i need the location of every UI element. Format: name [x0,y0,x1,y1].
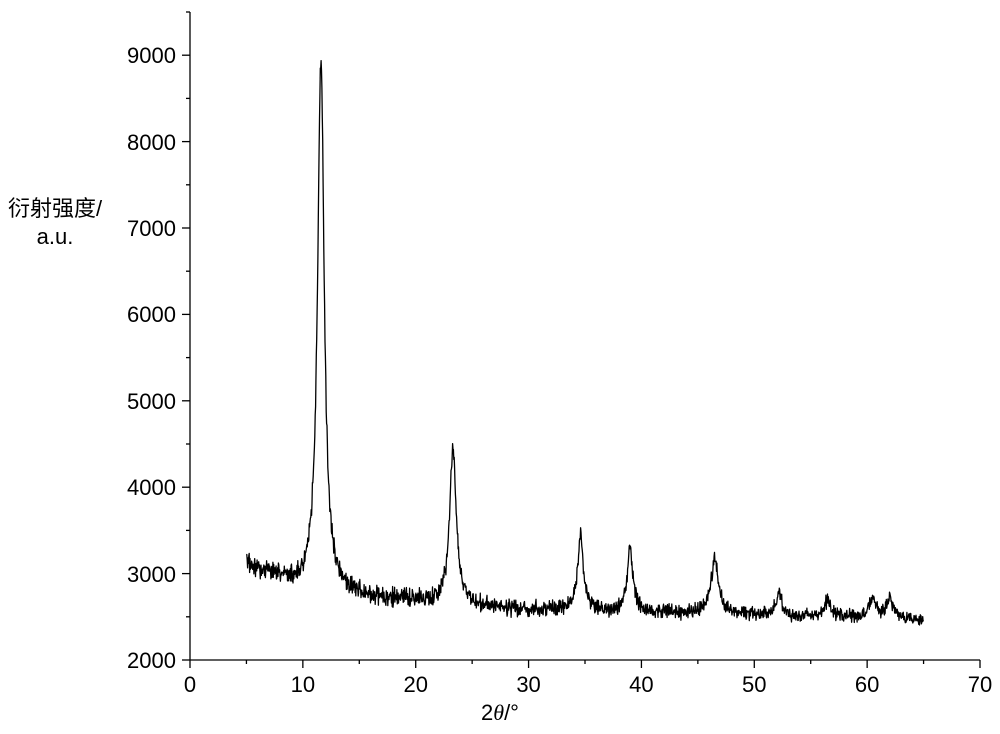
y-tick-label: 8000 [116,130,176,156]
x-tick-label: 0 [170,672,210,698]
y-tick-label: 5000 [116,389,176,415]
y-tick-label: 4000 [116,475,176,501]
y-tick-label: 6000 [116,302,176,328]
xrd-chart: 衍射强度/ a.u. 2θ/° 2000 3000 4000 5000 6000 7000… [0,0,1000,734]
y-axis-label: 衍射强度/ a.u. [0,195,110,250]
x-tick-label: 40 [621,672,661,698]
x-tick-label: 60 [847,672,887,698]
x-tick-label: 70 [960,672,1000,698]
x-tick-label: 50 [734,672,774,698]
y-tick-label: 7000 [116,216,176,242]
x-tick-label: 30 [509,672,549,698]
x-axis-label: 2θ/° [0,700,1000,726]
x-axis-label-theta: θ [493,700,504,725]
x-tick-label: 10 [283,672,323,698]
xrd-trace [246,61,923,625]
x-axis-label-suffix: /° [504,700,519,725]
y-axis-label-line2: a.u. [37,224,74,249]
x-axis-label-prefix: 2 [481,700,493,725]
y-tick-label: 3000 [116,562,176,588]
x-tick-label: 20 [396,672,436,698]
plot-canvas [0,0,1000,734]
y-tick-label: 9000 [116,43,176,69]
y-axis-label-line1: 衍射强度/ [8,196,102,221]
y-tick-label: 2000 [116,648,176,674]
